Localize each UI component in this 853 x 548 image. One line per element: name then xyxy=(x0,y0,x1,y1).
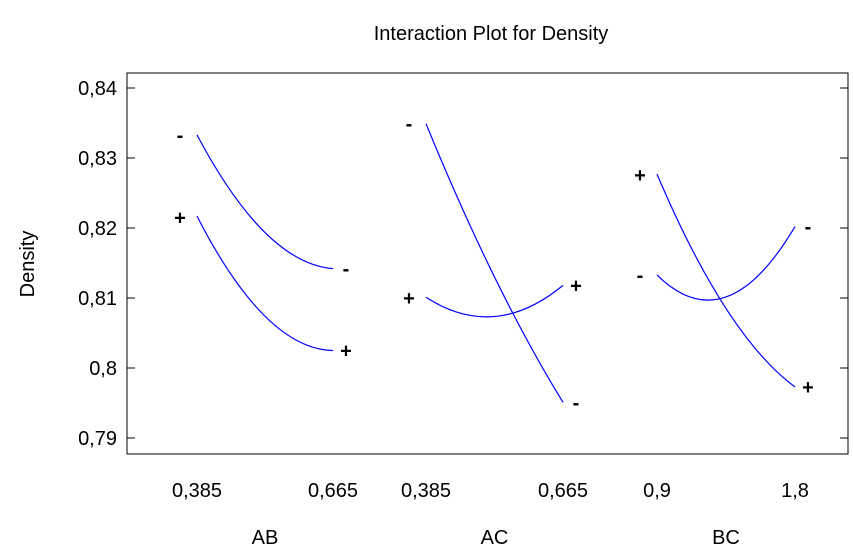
x-tick-label: 0,385 xyxy=(401,480,451,502)
level-marker: - xyxy=(406,114,413,136)
x-factor-label: AC xyxy=(481,527,509,548)
chart-title: Interaction Plot for Density xyxy=(374,23,609,45)
x-factor-label: BC xyxy=(712,527,740,548)
x-tick-label: 0,665 xyxy=(538,480,588,502)
axis-layer: 0,84 0,83 0,82 0,81 0,8 0,79 0,385 0,665 AB 0,385… xyxy=(78,78,848,548)
y-tick-label: 0,8 xyxy=(89,358,117,380)
x-tick-label: 1,8 xyxy=(781,480,809,502)
x-tick-label: 0,385 xyxy=(172,480,222,502)
x-tick-label: 0,9 xyxy=(643,480,671,502)
level-marker: + xyxy=(802,377,814,399)
level-marker: + xyxy=(340,341,352,363)
y-tick-label: 0,83 xyxy=(78,148,117,170)
x-tick-label: 0,665 xyxy=(308,480,358,502)
level-marker: - xyxy=(637,265,644,287)
level-marker: + xyxy=(403,288,415,310)
y-axis-label: Density xyxy=(17,231,39,298)
level-marker: - xyxy=(573,392,580,414)
level-marker: - xyxy=(343,259,350,281)
interaction-curve xyxy=(196,134,334,270)
x-factor-label: AB xyxy=(252,527,279,548)
level-marker: + xyxy=(634,165,646,187)
y-tick-label: 0,84 xyxy=(78,78,117,100)
interaction-curve xyxy=(425,123,564,403)
y-tick-label: 0,79 xyxy=(78,428,117,450)
interaction-curve xyxy=(656,173,796,388)
y-tick-label: 0,81 xyxy=(78,288,117,310)
level-marker: + xyxy=(570,275,582,297)
level-marker: - xyxy=(805,217,812,239)
curve-layer xyxy=(196,123,796,403)
level-marker: - xyxy=(177,125,184,147)
y-tick-label: 0,82 xyxy=(78,218,117,240)
interaction-curve xyxy=(425,284,564,318)
level-marker: + xyxy=(174,208,186,230)
marker-layer: - - + + - - + + + + - - xyxy=(174,114,814,415)
interaction-curve xyxy=(196,215,334,352)
plot-frame xyxy=(126,72,849,455)
interaction-curve xyxy=(656,226,796,301)
